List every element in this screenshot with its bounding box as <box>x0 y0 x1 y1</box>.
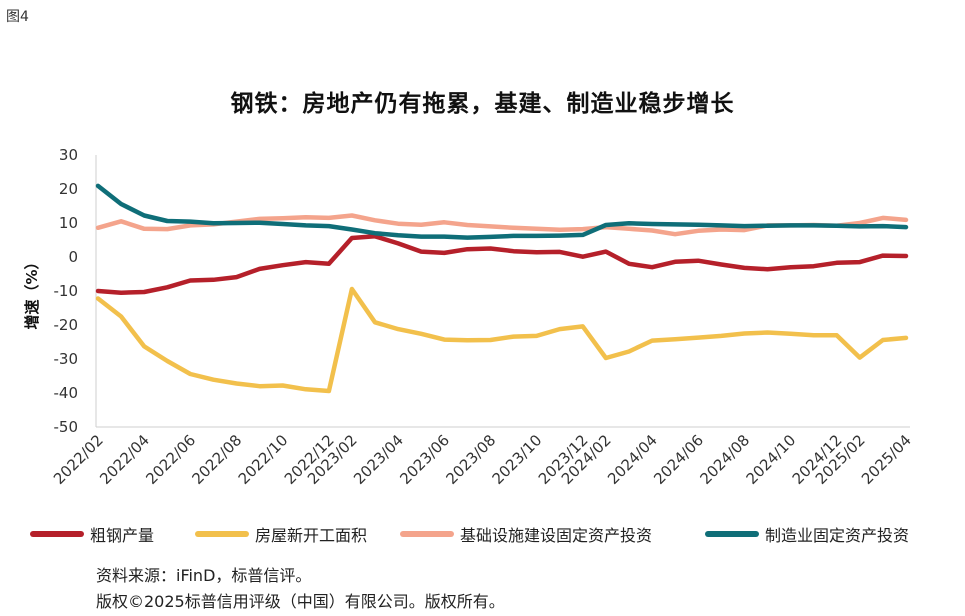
series-line-1 <box>95 286 909 394</box>
y-tick-label: 20 <box>59 180 78 198</box>
legend-swatch <box>30 531 84 537</box>
copyright-note: 版权©2025标普信用评级（中国）有限公司。版权所有。 <box>96 592 505 611</box>
legend-item-infrastructure-investment: 基础设施建设固定资产投资 <box>400 522 652 546</box>
y-tick-label: -30 <box>54 350 79 368</box>
y-tick-label: -20 <box>54 316 79 334</box>
x-tick-label: 2022/02 <box>50 431 107 488</box>
y-tick-label: 30 <box>59 146 78 164</box>
x-tick-label: 2022/08 <box>189 431 246 488</box>
x-tick-label: 2022/06 <box>142 431 199 488</box>
y-axis-label: 增速（%） <box>23 254 41 329</box>
y-tick-label: 0 <box>68 248 78 266</box>
series-layer <box>95 183 909 394</box>
x-tick-label: 2023/08 <box>442 431 499 488</box>
legend-swatch <box>705 531 759 537</box>
y-tick-label: -40 <box>54 384 79 402</box>
y-tick-label: 10 <box>59 214 78 232</box>
x-tick-label: 2025/04 <box>858 431 915 488</box>
legend-swatch <box>400 531 454 537</box>
legend-label: 制造业固定资产投资 <box>765 526 910 545</box>
y-tick-label: -50 <box>54 418 79 436</box>
figure-label: 图4 <box>6 9 29 25</box>
x-tick-label: 2024/10 <box>743 431 800 488</box>
legend-item-manufacturing-investment: 制造业固定资产投资 <box>705 522 909 546</box>
series-line-3 <box>95 183 909 240</box>
legend: 粗钢产量 房屋新开工面积 基础设施建设固定资产投资 制造业固定资产投资 <box>30 522 960 550</box>
x-tick-label: 2024/08 <box>696 431 753 488</box>
x-axis: 2022/022022/042022/062022/082022/102022/… <box>50 426 915 488</box>
y-axis: 30 20 10 0 -10 -20 -30 -40 -50 <box>54 146 97 436</box>
legend-item-new-housing-starts: 房屋新开工面积 <box>195 522 367 546</box>
x-tick-label: 2023/10 <box>489 431 546 488</box>
legend-label: 基础设施建设固定资产投资 <box>460 526 653 545</box>
x-tick-label: 2023/04 <box>350 431 407 488</box>
x-tick-label: 2024/04 <box>604 431 661 488</box>
x-tick-label: 2022/04 <box>96 431 153 488</box>
x-tick-label: 2023/06 <box>396 431 453 488</box>
y-tick-label: -10 <box>54 282 79 300</box>
legend-item-crude-steel: 粗钢产量 <box>30 522 154 546</box>
chart-title: 钢铁：房地产仍有拖累，基建、制造业稳步增长 <box>230 91 735 117</box>
x-tick-label: 2022/10 <box>235 431 292 488</box>
series-line-0 <box>95 234 909 295</box>
x-tick-label: 2024/06 <box>650 431 707 488</box>
legend-swatch <box>195 531 249 537</box>
legend-label: 粗钢产量 <box>90 526 155 545</box>
legend-label: 房屋新开工面积 <box>255 526 368 545</box>
source-note: 资料来源：iFinD，标普信评。 <box>96 566 312 585</box>
